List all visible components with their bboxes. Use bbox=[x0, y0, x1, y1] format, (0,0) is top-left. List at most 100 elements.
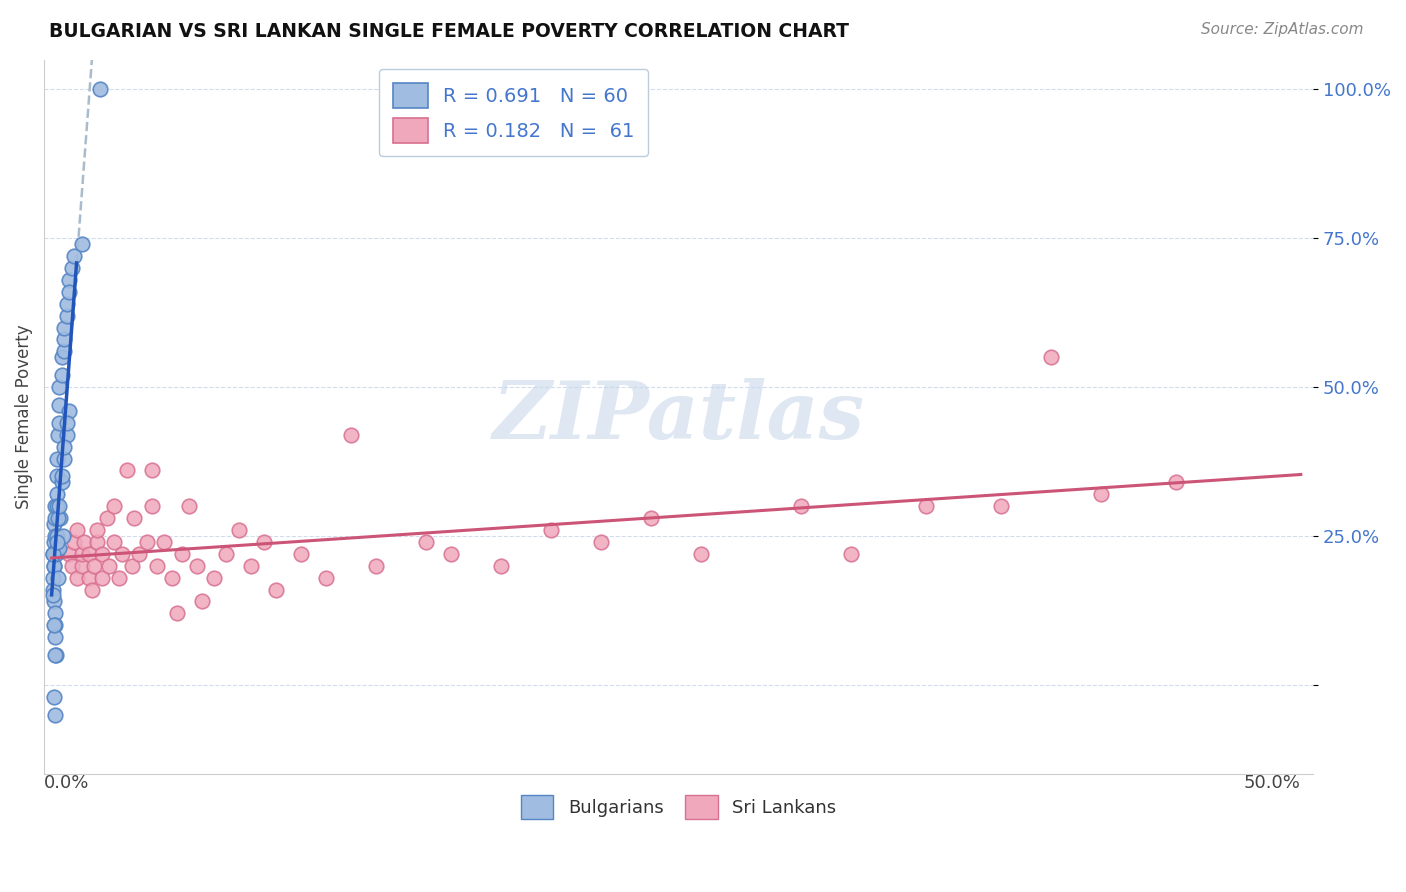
Point bbox=[90, 547, 112, 561]
Point bbox=[48, 398, 70, 412]
Point bbox=[77, 547, 100, 561]
Point bbox=[44, 648, 66, 662]
Point bbox=[440, 547, 463, 561]
Point bbox=[46, 529, 69, 543]
Point bbox=[45, 535, 67, 549]
Point bbox=[990, 499, 1012, 513]
Point bbox=[53, 344, 76, 359]
Point bbox=[98, 558, 121, 573]
Point bbox=[640, 511, 662, 525]
Point bbox=[42, 571, 65, 585]
Point bbox=[51, 368, 73, 383]
Point bbox=[290, 547, 312, 561]
Point bbox=[44, 511, 66, 525]
Point bbox=[44, 529, 66, 543]
Point bbox=[53, 451, 76, 466]
Point bbox=[55, 297, 77, 311]
Point bbox=[202, 571, 225, 585]
Point bbox=[42, 558, 65, 573]
Point bbox=[51, 469, 73, 483]
Text: Source: ZipAtlas.com: Source: ZipAtlas.com bbox=[1201, 22, 1364, 37]
Point bbox=[215, 547, 238, 561]
Point bbox=[160, 571, 183, 585]
Point bbox=[42, 589, 65, 603]
Point bbox=[63, 249, 86, 263]
Point bbox=[690, 547, 713, 561]
Point bbox=[46, 499, 69, 513]
Point bbox=[45, 547, 67, 561]
Point bbox=[135, 535, 157, 549]
Text: 50.0%: 50.0% bbox=[1244, 774, 1301, 792]
Point bbox=[110, 547, 132, 561]
Point bbox=[55, 416, 77, 430]
Point bbox=[42, 558, 65, 573]
Point bbox=[58, 404, 80, 418]
Point bbox=[60, 260, 83, 275]
Point bbox=[190, 594, 212, 608]
Point bbox=[45, 487, 67, 501]
Point bbox=[141, 499, 163, 513]
Point bbox=[45, 541, 67, 555]
Point bbox=[58, 285, 80, 299]
Point bbox=[89, 82, 111, 96]
Point bbox=[177, 499, 200, 513]
Point bbox=[70, 558, 93, 573]
Point bbox=[839, 547, 862, 561]
Point bbox=[415, 535, 437, 549]
Point bbox=[73, 535, 96, 549]
Point bbox=[44, 607, 66, 621]
Point bbox=[141, 463, 163, 477]
Point bbox=[46, 511, 69, 525]
Text: 0.0%: 0.0% bbox=[44, 774, 90, 792]
Point bbox=[53, 320, 76, 334]
Point bbox=[77, 571, 100, 585]
Point bbox=[1090, 487, 1112, 501]
Point bbox=[128, 547, 150, 561]
Point bbox=[46, 427, 69, 442]
Point bbox=[103, 499, 125, 513]
Point bbox=[153, 535, 176, 549]
Point bbox=[55, 309, 77, 323]
Point bbox=[42, 582, 65, 597]
Point bbox=[55, 427, 77, 442]
Point bbox=[145, 558, 167, 573]
Point bbox=[44, 547, 66, 561]
Point bbox=[65, 523, 87, 537]
Point bbox=[253, 535, 276, 549]
Point bbox=[45, 451, 67, 466]
Point bbox=[49, 511, 72, 525]
Point bbox=[121, 558, 143, 573]
Point bbox=[42, 547, 65, 561]
Point bbox=[44, 499, 66, 513]
Point bbox=[65, 571, 87, 585]
Point bbox=[540, 523, 562, 537]
Point bbox=[266, 582, 288, 597]
Point bbox=[46, 571, 69, 585]
Point bbox=[48, 416, 70, 430]
Point bbox=[315, 571, 337, 585]
Point bbox=[52, 529, 75, 543]
Point bbox=[122, 511, 145, 525]
Point bbox=[53, 333, 76, 347]
Point bbox=[340, 427, 363, 442]
Point bbox=[83, 558, 105, 573]
Text: BULGARIAN VS SRI LANKAN SINGLE FEMALE POVERTY CORRELATION CHART: BULGARIAN VS SRI LANKAN SINGLE FEMALE PO… bbox=[49, 22, 849, 41]
Point bbox=[42, 594, 65, 608]
Point bbox=[48, 499, 70, 513]
Point bbox=[170, 547, 193, 561]
Point bbox=[45, 469, 67, 483]
Point bbox=[790, 499, 813, 513]
Point bbox=[42, 547, 65, 561]
Point bbox=[186, 558, 208, 573]
Point bbox=[90, 571, 112, 585]
Point bbox=[1164, 475, 1187, 490]
Point bbox=[86, 535, 108, 549]
Point bbox=[58, 273, 80, 287]
Point bbox=[1039, 351, 1062, 365]
Point bbox=[366, 558, 388, 573]
Point bbox=[166, 607, 188, 621]
Point bbox=[228, 523, 250, 537]
Point bbox=[42, 516, 65, 531]
Point bbox=[915, 499, 938, 513]
Point bbox=[53, 440, 76, 454]
